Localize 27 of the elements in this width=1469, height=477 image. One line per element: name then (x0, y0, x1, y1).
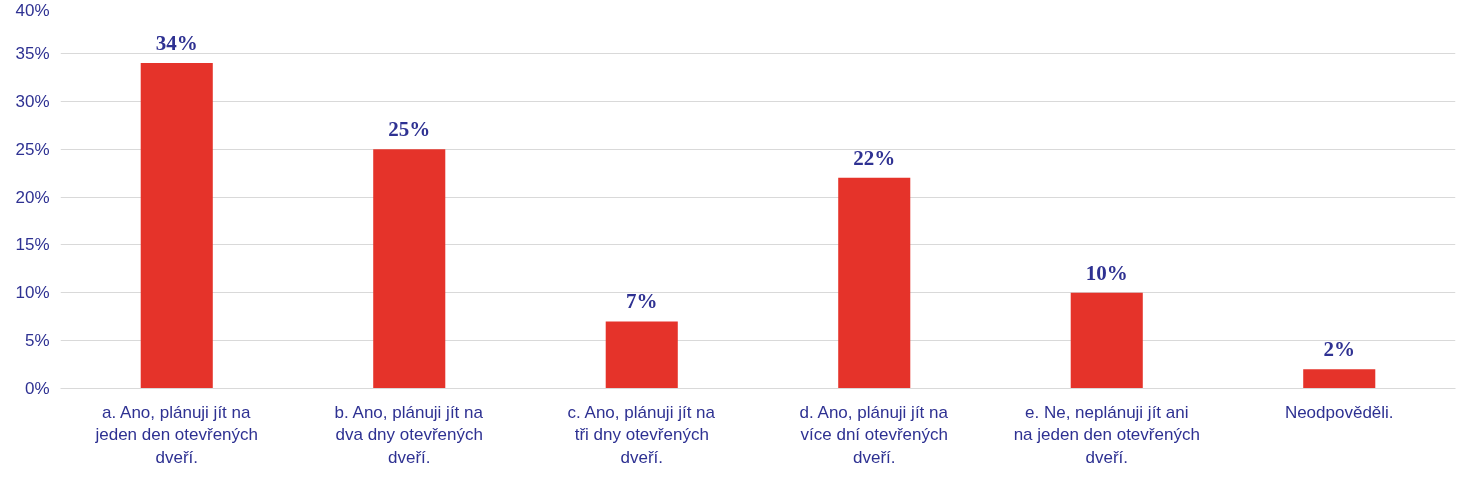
y-tick-label: 40% (15, 0, 50, 20)
bar (838, 177, 911, 389)
data-label: 34% (155, 30, 198, 55)
bar (1303, 369, 1376, 389)
y-tick-label: 20% (15, 187, 50, 207)
bar (1070, 292, 1143, 389)
y-tick-label: 10% (15, 283, 50, 303)
y-tick-label: 15% (15, 235, 50, 255)
data-label: 10% (1085, 260, 1128, 285)
data-label: 2% (1323, 337, 1355, 362)
x-tick-label: b. Ano, plánuji jít na dva dny otevřených dveří. (334, 402, 484, 468)
bar (373, 149, 446, 389)
bar (140, 62, 213, 389)
y-tick-label: 5% (24, 331, 50, 351)
data-label: 7% (626, 289, 658, 314)
x-tick-label: d. Ano, plánuji jít na více dní otevřených dveří. (799, 402, 949, 468)
y-tick-label: 0% (24, 379, 50, 398)
bar (605, 321, 678, 389)
x-tick-label: e. Ne, neplánuji jít ani na jeden den otevřených dveří. (1013, 402, 1200, 468)
x-tick-label: c. Ano, plánuji jít na tři dny otevřených dveří. (567, 402, 716, 468)
y-tick-label: 25% (15, 139, 50, 159)
y-tick-label: 30% (15, 91, 50, 111)
y-tick-label: 35% (15, 43, 50, 63)
x-tick-label: a. Ano, plánuji jít na jeden den otevřených dveří. (94, 402, 259, 468)
x-tick-label: Neodpověděli. (1284, 402, 1394, 422)
data-label: 25% (388, 117, 431, 142)
data-label: 22% (853, 145, 896, 170)
